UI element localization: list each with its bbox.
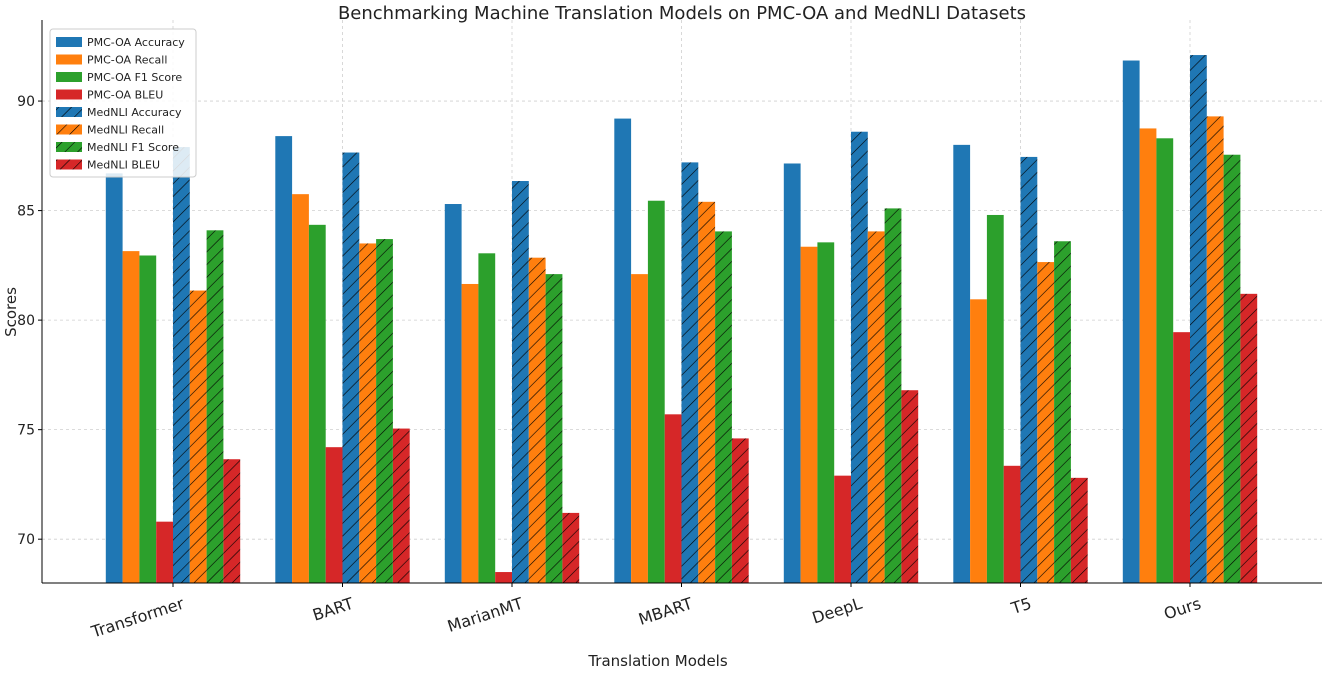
bar-pmc-oa-accuracy-ours [1122, 60, 1140, 584]
y-ticks: 70 75 80 85 90 [17, 94, 42, 548]
x-tick-label: T5 [1008, 594, 1034, 619]
legend-swatch [56, 107, 82, 117]
bar-mednli-f1-score-t5 [1054, 241, 1071, 583]
bar-mednli-bleu-marianmt [562, 512, 580, 583]
bar-pmc-oa-f1-score-marianmt [478, 253, 496, 583]
x-axis-label: Translation Models [587, 652, 728, 670]
bar-pmc-oa-bleu-transformer [156, 521, 173, 583]
y-tick-label: 85 [17, 204, 35, 220]
bar-mednli-f1-score-transformer [206, 230, 224, 583]
legend-label: PMC-OA Accuracy [87, 36, 185, 49]
bar-pmc-oa-f1-score-t5 [986, 214, 1004, 583]
bar-pmc-oa-recall-marianmt [461, 283, 479, 583]
bar-mednli-accuracy-deepl [851, 131, 868, 583]
bar-mednli-accuracy-marianmt [512, 181, 529, 584]
bar-mednli-recall-mbart [698, 201, 716, 584]
bar-mednli-accuracy-t5 [1020, 156, 1038, 584]
bar-pmc-oa-accuracy-transformer [105, 173, 123, 583]
y-tick-label: 75 [17, 423, 35, 439]
bar-mednli-accuracy-transformer [173, 147, 190, 584]
bar-mednli-bleu-deepl [901, 390, 919, 583]
bar-pmc-oa-recall-transformer [122, 251, 140, 583]
bar-mednli-bleu-mbart [731, 438, 749, 583]
legend-swatch [56, 159, 82, 170]
bar-pmc-oa-f1-score-transformer [139, 255, 157, 584]
legend-swatch [56, 89, 82, 100]
legend-box [49, 28, 197, 178]
bar-mednli-recall-deepl [867, 231, 885, 583]
bar-pmc-oa-bleu-bart [325, 447, 343, 583]
bar-mednli-recall-t5 [1037, 262, 1055, 583]
legend-label: PMC-OA Recall [87, 54, 167, 67]
bar-pmc-oa-accuracy-t5 [953, 144, 971, 583]
bar-mednli-recall-bart [359, 243, 377, 584]
bar-mednli-f1-score-marianmt [545, 274, 563, 583]
legend-label: PMC-OA F1 Score [87, 71, 182, 84]
bar-pmc-oa-recall-t5 [970, 299, 987, 583]
bars [105, 55, 1258, 584]
bar-mednli-accuracy-bart [342, 152, 360, 583]
legend-swatch [56, 54, 82, 65]
bar-mednli-f1-score-deepl [884, 208, 902, 583]
bar-mednli-accuracy-ours [1190, 55, 1207, 583]
x-tick-label: Ours [1162, 594, 1204, 624]
x-tick-label: Transformer [88, 594, 187, 642]
x-ticks: Transformer BART MarianMT MBART DeepL T5 Ours [88, 583, 1203, 642]
bar-mednli-recall-ours [1206, 116, 1224, 584]
bar-mednli-recall-transformer [189, 290, 207, 583]
bar-pmc-oa-recall-ours [1139, 128, 1157, 583]
bar-pmc-oa-accuracy-bart [275, 136, 293, 584]
bar-pmc-oa-accuracy-marianmt [444, 204, 462, 583]
bar-mednli-bleu-transformer [223, 459, 241, 583]
legend: PMC-OA Accuracy PMC-OA Recall PMC-OA F1 Sc… [49, 28, 197, 178]
x-tick-label: MBART [636, 594, 695, 629]
y-axis-label: Scores [2, 287, 20, 337]
legend-swatch [56, 37, 82, 47]
bar-pmc-oa-f1-score-deepl [817, 242, 835, 583]
y-tick-label: 90 [17, 94, 35, 110]
x-tick-label: DeepL [810, 594, 865, 628]
bar-pmc-oa-accuracy-mbart [614, 118, 632, 583]
bar-pmc-oa-f1-score-mbart [647, 200, 665, 584]
bar-mednli-f1-score-ours [1223, 154, 1241, 583]
x-tick-label: MarianMT [445, 594, 525, 636]
legend-label: PMC-OA BLEU [87, 89, 163, 102]
legend-swatch [56, 142, 82, 152]
y-tick-label: 80 [17, 313, 35, 329]
bar-mednli-accuracy-mbart [681, 162, 699, 583]
bar-pmc-oa-recall-deepl [800, 246, 818, 583]
bar-pmc-oa-bleu-mbart [664, 414, 682, 583]
bar-mednli-bleu-t5 [1070, 477, 1088, 583]
chart-title: Benchmarking Machine Translation Models … [338, 3, 1026, 24]
legend-swatch [56, 72, 82, 82]
legend-swatch [56, 124, 82, 135]
bar-pmc-oa-f1-score-bart [308, 224, 326, 583]
bar-mednli-recall-marianmt [528, 257, 546, 583]
legend-label: MedNLI F1 Score [87, 141, 179, 154]
x-tick-label: BART [310, 594, 356, 625]
bar-mednli-f1-score-bart [376, 239, 393, 583]
legend-label: MedNLI Accuracy [87, 106, 182, 119]
y-tick-label: 70 [17, 532, 35, 548]
bar-pmc-oa-recall-mbart [631, 274, 648, 583]
bar-pmc-oa-recall-bart [292, 194, 309, 583]
legend-label: MedNLI BLEU [87, 159, 160, 172]
bar-mednli-bleu-bart [392, 428, 410, 583]
bar-mednli-f1-score-mbart [715, 231, 732, 583]
bar-pmc-oa-bleu-marianmt [495, 572, 512, 583]
legend-label: MedNLI Recall [87, 124, 164, 137]
bar-pmc-oa-bleu-t5 [1003, 465, 1021, 583]
bar-pmc-oa-accuracy-deepl [783, 163, 801, 583]
bar-pmc-oa-bleu-deepl [834, 475, 851, 583]
bar-mednli-bleu-ours [1240, 293, 1258, 583]
bar-pmc-oa-bleu-ours [1173, 332, 1190, 583]
bar-pmc-oa-f1-score-ours [1156, 138, 1174, 583]
